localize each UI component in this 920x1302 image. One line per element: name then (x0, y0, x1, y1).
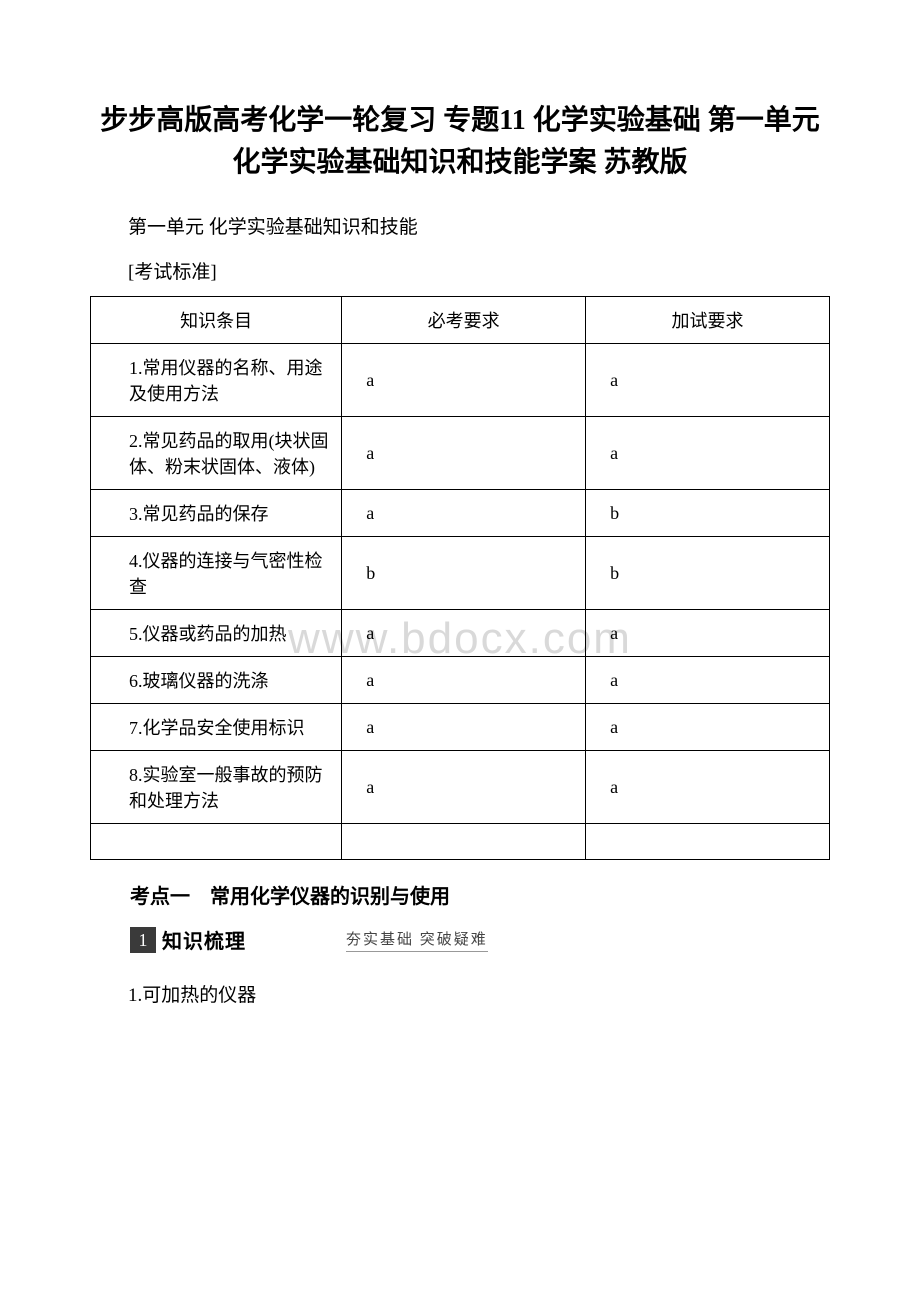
cell-empty (342, 824, 586, 860)
table-row: 6.玻璃仪器的洗涤 a a (91, 657, 830, 704)
table-row: 8.实验室一般事故的预防和处理方法 a a (91, 751, 830, 824)
cell-req1: a (342, 490, 586, 537)
cell-item: 5.仪器或药品的加热 (91, 610, 342, 657)
cell-item: 8.实验室一般事故的预防和处理方法 (91, 751, 342, 824)
cell-item: 1.常用仪器的名称、用途及使用方法 (91, 344, 342, 417)
table-row: 2.常见药品的取用(块状固体、粉末状固体、液体) a a (91, 417, 830, 490)
cell-req1: a (342, 751, 586, 824)
exam-standard-label: [考试标准] (90, 257, 830, 284)
cell-req2: a (586, 417, 830, 490)
cell-item: 6.玻璃仪器的洗涤 (91, 657, 342, 704)
cell-req2: a (586, 344, 830, 417)
requirements-table: 知识条目 必考要求 加试要求 1.常用仪器的名称、用途及使用方法 a a 2.常… (90, 296, 830, 860)
cell-req2: b (586, 537, 830, 610)
cell-item: 3.常见药品的保存 (91, 490, 342, 537)
section-number-box: 1 (130, 927, 156, 953)
cell-req2: a (586, 751, 830, 824)
main-title: 步步高版高考化学一轮复习 专题11 化学实验基础 第一单元 化学实验基础知识和技… (90, 100, 830, 184)
header-req2: 加试要求 (586, 297, 830, 344)
cell-req2: a (586, 610, 830, 657)
cell-req1: a (342, 657, 586, 704)
cell-req2: a (586, 657, 830, 704)
header-req1: 必考要求 (342, 297, 586, 344)
table-row: 1.常用仪器的名称、用途及使用方法 a a (91, 344, 830, 417)
table-row: 3.常见药品的保存 a b (91, 490, 830, 537)
table-row: 5.仪器或药品的加热 a a (91, 610, 830, 657)
kaodian-heading: 考点一 常用化学仪器的识别与使用 (90, 880, 830, 909)
table-row: 4.仪器的连接与气密性检查 b b (91, 537, 830, 610)
cell-req1: a (342, 610, 586, 657)
table-row-empty (91, 824, 830, 860)
table-header-row: 知识条目 必考要求 加试要求 (91, 297, 830, 344)
table-row: 7.化学品安全使用标识 a a (91, 704, 830, 751)
header-item: 知识条目 (91, 297, 342, 344)
cell-req2: a (586, 704, 830, 751)
cell-req1: a (342, 344, 586, 417)
cell-empty (91, 824, 342, 860)
cell-req2: b (586, 490, 830, 537)
body-paragraph: 1.可加热的仪器 (90, 980, 830, 1007)
cell-req1: b (342, 537, 586, 610)
cell-item: 2.常见药品的取用(块状固体、粉末状固体、液体) (91, 417, 342, 490)
cell-item: 7.化学品安全使用标识 (91, 704, 342, 751)
cell-req1: a (342, 417, 586, 490)
section-banner: 1 知识梳理 夯实基础 突破疑难 (130, 925, 830, 954)
section-sublabel: 夯实基础 突破疑难 (346, 928, 488, 952)
section-label: 知识梳理 (162, 925, 246, 954)
cell-req1: a (342, 704, 586, 751)
unit-subtitle: 第一单元 化学实验基础知识和技能 (90, 212, 830, 239)
cell-item: 4.仪器的连接与气密性检查 (91, 537, 342, 610)
cell-empty (586, 824, 830, 860)
